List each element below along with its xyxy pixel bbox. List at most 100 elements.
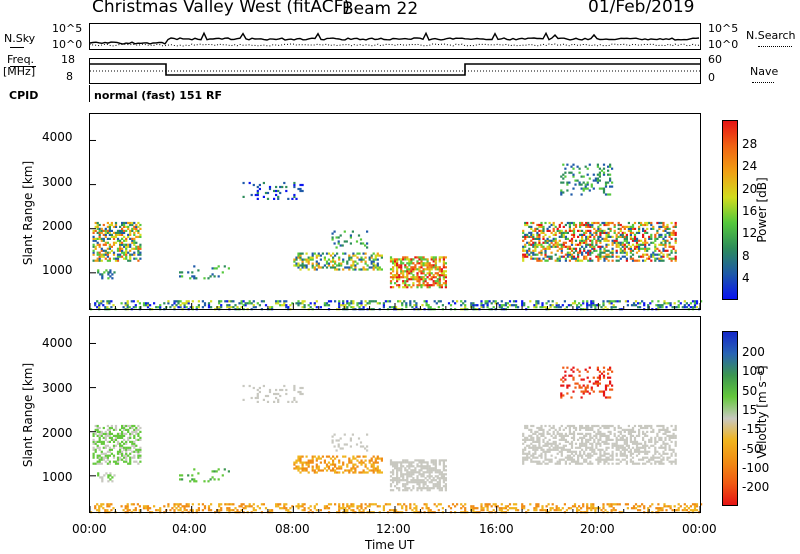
power-cell (586, 306, 589, 309)
power-cell (584, 165, 587, 168)
power-cell (538, 243, 541, 246)
velocity-cell (114, 462, 118, 465)
velocity-cell (221, 474, 224, 477)
velocity-cell (566, 454, 569, 457)
velocity-cell (666, 456, 669, 459)
velocity-cell (564, 460, 567, 463)
power-cell (607, 233, 610, 236)
power-cell (558, 259, 561, 262)
velocity-cell (135, 428, 138, 431)
velocity-cell (402, 475, 405, 478)
power-cell (332, 264, 335, 267)
power-cell (438, 258, 441, 261)
power-cell (670, 245, 673, 248)
power-cell (550, 255, 553, 258)
power-cell (442, 282, 445, 285)
velocity-cell (94, 462, 97, 465)
velocity-cell (664, 448, 667, 451)
power-cell (227, 267, 230, 270)
velocity-cell (530, 436, 533, 439)
velocity-cell (642, 458, 645, 461)
velocity-cell (360, 471, 363, 474)
velocity-cell (592, 507, 595, 510)
velocity-cell (392, 469, 395, 472)
power-cell (635, 243, 639, 246)
power-cell (334, 260, 337, 263)
velocity-cell (544, 424, 547, 428)
velocity-cell (549, 507, 552, 510)
power-cell (597, 255, 600, 258)
power-cell (554, 233, 557, 236)
power-cell (337, 240, 340, 243)
power-cell (124, 308, 127, 311)
power-cell (615, 235, 618, 238)
power-cell (565, 306, 568, 309)
velocity-cell (540, 434, 543, 437)
velocity-cell (336, 467, 339, 470)
velocity-cell (486, 503, 489, 506)
power-cell (133, 253, 136, 256)
power-cell (654, 247, 657, 250)
power-cell (416, 260, 419, 263)
velocity-cell (396, 471, 399, 474)
velocity-cell (591, 448, 594, 451)
power-cell (256, 302, 259, 305)
power-cell (362, 242, 365, 245)
velocity-cell (623, 428, 626, 431)
power-cell (332, 258, 335, 261)
power-cell (591, 233, 594, 236)
velocity-cell (332, 459, 335, 462)
power-cell (389, 276, 393, 279)
power-cell (303, 264, 306, 267)
velocity-cell (137, 452, 140, 455)
power-cell (125, 237, 128, 240)
power-cell (394, 274, 397, 277)
power-cell (395, 306, 398, 309)
power-cell (240, 306, 243, 309)
power-cell (389, 258, 393, 261)
velocity-cell (591, 462, 594, 465)
velocity-cell (615, 448, 618, 451)
power-cell (360, 256, 363, 259)
power-cell (602, 173, 606, 176)
power-cell (568, 255, 571, 258)
velocity-cell (530, 430, 533, 433)
velocity-cell (612, 507, 615, 510)
power-cell (583, 241, 586, 244)
power-cell (195, 308, 198, 311)
power-cell (135, 235, 138, 238)
power-cell (631, 231, 635, 234)
power-cell (370, 260, 373, 263)
power-cell (642, 241, 645, 244)
power-cell (530, 257, 533, 260)
power-cell (133, 257, 136, 260)
velocity-cell (402, 489, 405, 492)
power-cell (586, 304, 589, 307)
velocity-cell (404, 473, 407, 476)
velocity-cell (629, 438, 632, 441)
velocity-cell (108, 440, 111, 443)
velocity-cell (112, 440, 116, 443)
velocity-cell (424, 471, 427, 474)
power-cell (593, 247, 596, 250)
velocity-cell (674, 454, 677, 457)
velocity-cell (540, 448, 543, 451)
power-cell (426, 258, 429, 261)
velocity-cell (581, 454, 584, 457)
power-cell (127, 245, 130, 248)
power-cell (412, 278, 415, 281)
velocity-cell (252, 386, 255, 390)
power-cell (585, 239, 588, 242)
velocity-cell (472, 507, 475, 510)
power-cell (358, 302, 361, 305)
power-cell (100, 229, 103, 232)
velocity-cell (650, 436, 653, 439)
velocity-cell (112, 446, 116, 449)
power-cell (670, 257, 673, 260)
power-cell (100, 227, 103, 230)
power-cell (106, 255, 109, 258)
velocity-cell (325, 507, 329, 510)
velocity-cell (234, 511, 237, 514)
power-cell (403, 300, 406, 303)
power-cell (323, 302, 326, 305)
